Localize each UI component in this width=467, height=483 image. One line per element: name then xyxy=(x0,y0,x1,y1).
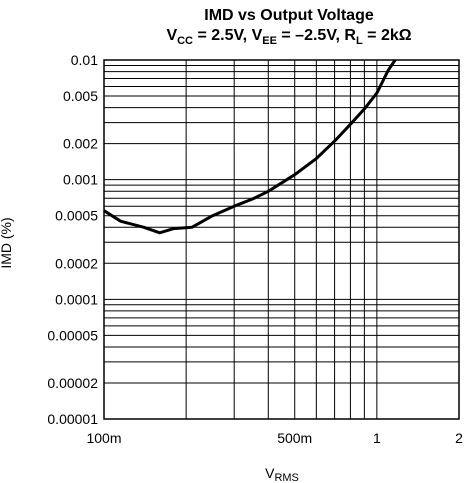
subtitle-vcc-value: = 2.5V, V xyxy=(193,27,263,44)
x-axis-label-main: V xyxy=(265,465,275,481)
subtitle-vee-value: = –2.5V, R xyxy=(277,27,356,44)
x-tick-label: 1 xyxy=(373,430,381,446)
x-tick-label: 500m xyxy=(277,430,312,446)
y-tick-label: 0.00002 xyxy=(47,375,98,391)
y-tick-label: 0.01 xyxy=(71,52,98,68)
subtitle-rl-subscript: L xyxy=(356,35,363,47)
x-tick-label: 100m xyxy=(86,430,121,446)
y-tick-label: 0.005 xyxy=(63,88,98,104)
grid-lines xyxy=(104,60,459,419)
subtitle-vcc-symbol: V xyxy=(166,27,177,44)
y-tick-label: 0.00005 xyxy=(47,327,98,343)
y-tick-label: 0.00001 xyxy=(47,411,98,427)
chart-title: IMD vs Output Voltage xyxy=(204,7,374,24)
x-tick-labels: 100m 500m 1 2 xyxy=(86,430,463,446)
y-tick-label: 0.001 xyxy=(63,172,98,188)
imd-curve xyxy=(104,60,397,235)
x-tick-label: 2 xyxy=(455,430,463,446)
x-axis-label: VRMS xyxy=(265,465,299,483)
subtitle-rl-value: = 2kΩ xyxy=(363,27,412,44)
subtitle-vee-subscript: EE xyxy=(262,35,277,47)
y-tick-label: 0.0002 xyxy=(55,255,98,271)
y-tick-label: 0.0005 xyxy=(55,208,98,224)
x-axis-label-subscript: RMS xyxy=(274,472,298,483)
y-axis-label: IMD (%) xyxy=(0,217,14,268)
subtitle-vcc-subscript: CC xyxy=(177,35,193,47)
series-layer xyxy=(104,60,397,235)
chart-subtitle: VCC = 2.5V, VEE = –2.5V, RL = 2kΩ xyxy=(166,27,411,47)
y-tick-labels: 0.01 0.005 0.002 0.001 0.0005 0.0002 0.0001 0.0… xyxy=(47,52,98,427)
y-tick-label: 0.0001 xyxy=(55,291,98,307)
y-tick-label: 0.002 xyxy=(63,136,98,152)
plot-frame xyxy=(103,59,460,420)
